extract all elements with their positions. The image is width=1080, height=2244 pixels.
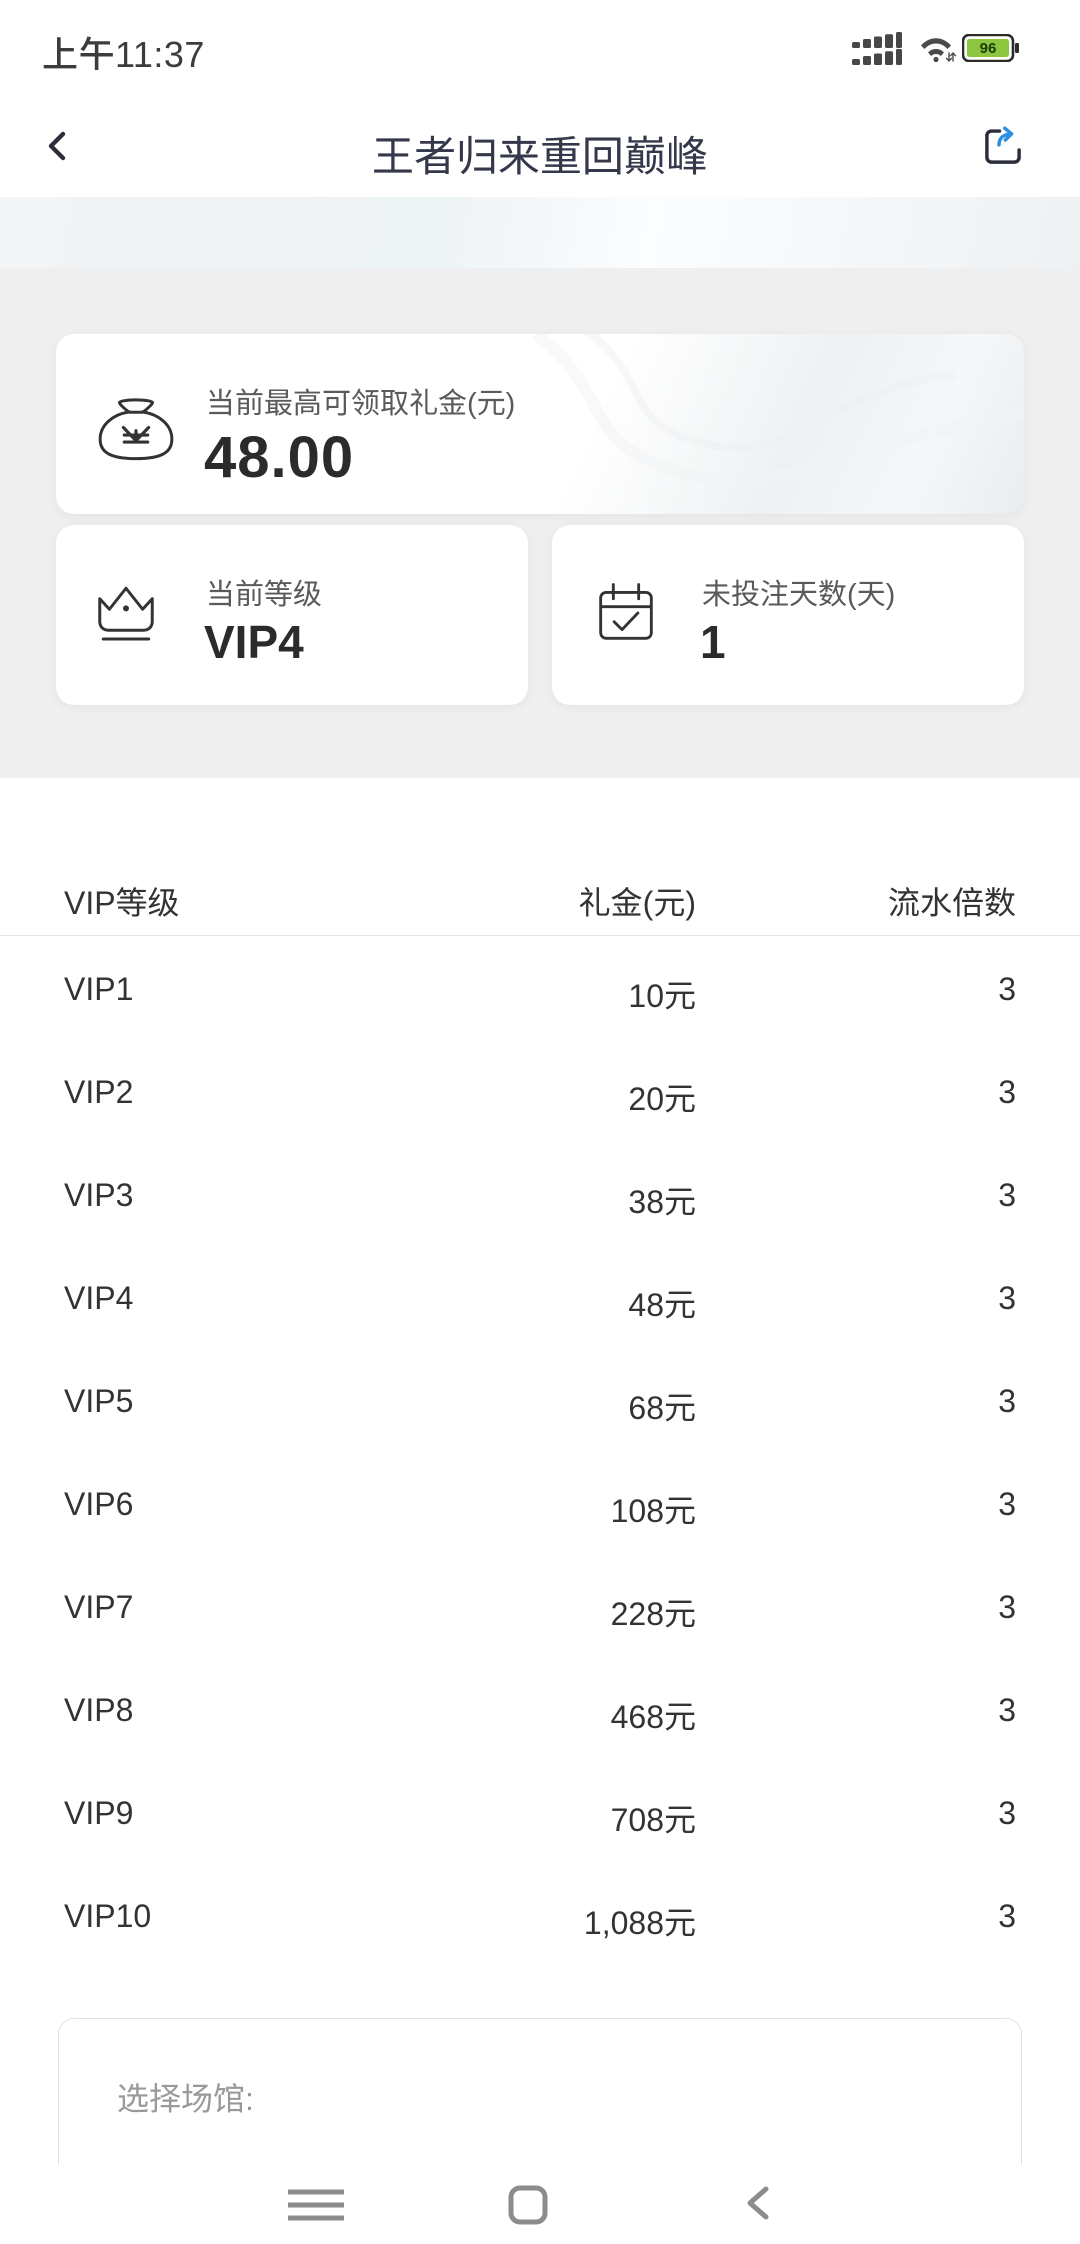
svg-text:96: 96 <box>980 40 997 57</box>
